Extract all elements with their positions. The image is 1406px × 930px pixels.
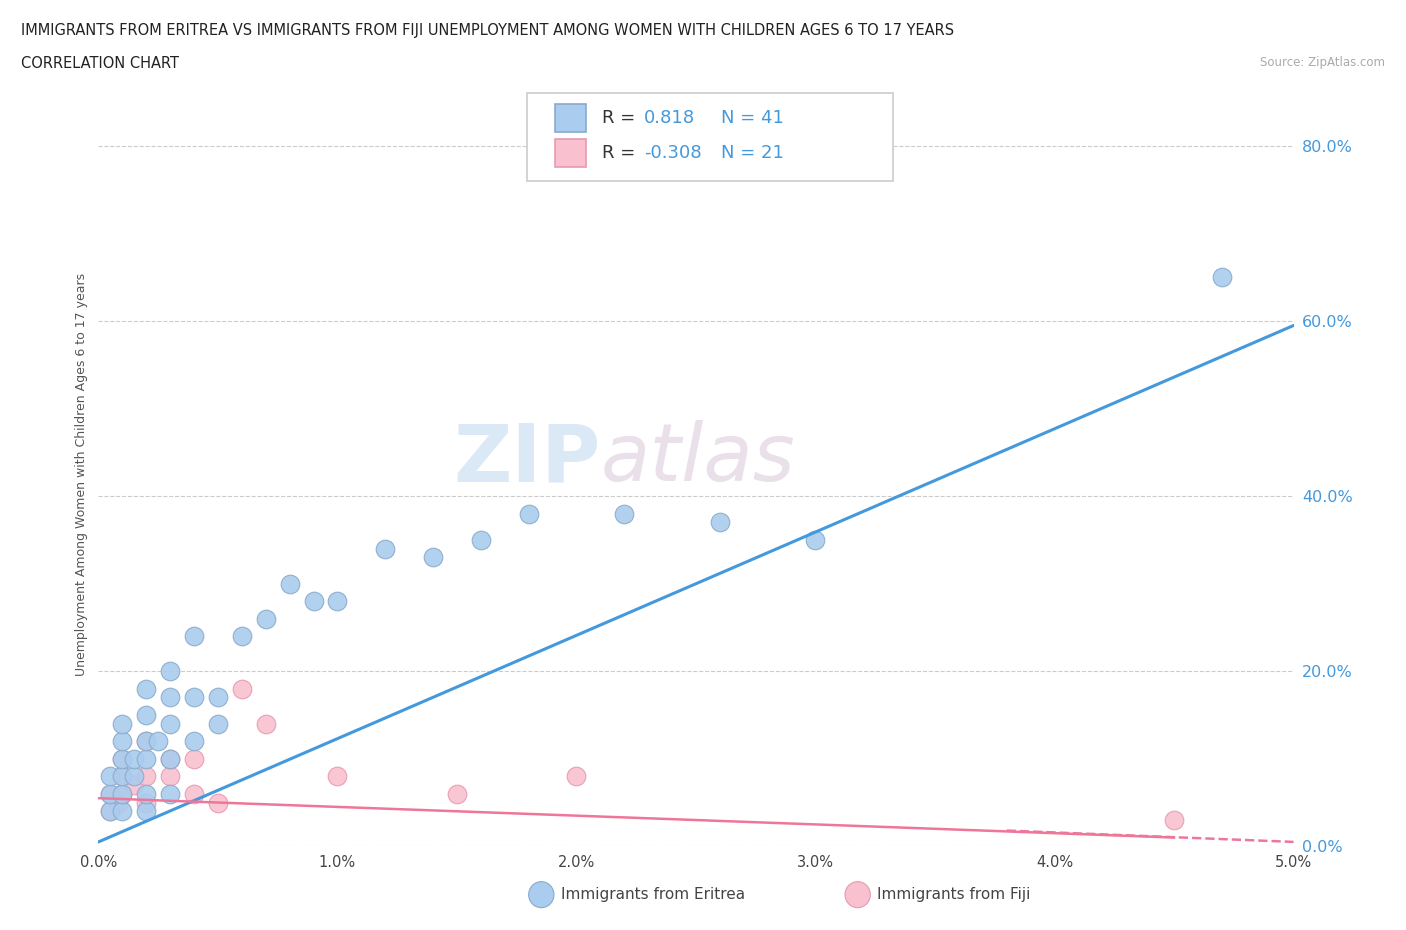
Point xyxy=(159,787,181,802)
Text: N = 21: N = 21 xyxy=(721,144,785,163)
Point xyxy=(1163,813,1185,828)
Point xyxy=(111,769,134,784)
Point xyxy=(135,804,157,818)
Point xyxy=(207,716,229,731)
Point xyxy=(111,734,134,749)
Text: N = 41: N = 41 xyxy=(721,109,785,127)
Point xyxy=(135,734,157,749)
Text: -0.308: -0.308 xyxy=(644,144,702,163)
Point xyxy=(111,751,134,766)
Text: atlas: atlas xyxy=(600,420,796,498)
Text: Source: ZipAtlas.com: Source: ZipAtlas.com xyxy=(1260,56,1385,69)
Point xyxy=(135,734,157,749)
Point xyxy=(470,533,492,548)
Point xyxy=(326,593,349,608)
Point xyxy=(135,769,157,784)
Point xyxy=(278,577,301,591)
Point xyxy=(374,541,396,556)
Text: ZIP: ZIP xyxy=(453,420,600,498)
Text: CORRELATION CHART: CORRELATION CHART xyxy=(21,56,179,71)
Point xyxy=(254,716,277,731)
Point xyxy=(159,751,181,766)
Point xyxy=(107,795,129,810)
Text: Immigrants from Fiji: Immigrants from Fiji xyxy=(877,887,1031,902)
Point xyxy=(565,769,588,784)
Point xyxy=(231,629,253,644)
Point xyxy=(111,769,134,784)
Point xyxy=(100,787,122,802)
Point xyxy=(254,611,277,626)
Point xyxy=(159,716,181,731)
Point xyxy=(302,593,325,608)
Point xyxy=(207,795,229,810)
Point xyxy=(183,751,205,766)
Text: IMMIGRANTS FROM ERITREA VS IMMIGRANTS FROM FIJI UNEMPLOYMENT AMONG WOMEN WITH CH: IMMIGRANTS FROM ERITREA VS IMMIGRANTS FR… xyxy=(21,23,955,38)
Point xyxy=(159,690,181,705)
Point xyxy=(124,777,146,792)
Point xyxy=(111,751,134,766)
Point xyxy=(100,804,122,818)
Point xyxy=(135,682,157,697)
Text: R =: R = xyxy=(602,144,641,163)
Point xyxy=(446,787,468,802)
Point xyxy=(111,787,134,802)
Point xyxy=(159,769,181,784)
Point xyxy=(709,515,731,530)
Point xyxy=(183,690,205,705)
Point xyxy=(422,550,444,565)
Point xyxy=(111,804,134,818)
Text: 0.818: 0.818 xyxy=(644,109,695,127)
Point xyxy=(124,769,146,784)
Point xyxy=(1211,270,1233,285)
Text: R =: R = xyxy=(602,109,641,127)
Point xyxy=(183,787,205,802)
Point xyxy=(326,769,349,784)
Point xyxy=(613,506,636,521)
Point xyxy=(100,769,122,784)
Point xyxy=(207,690,229,705)
Point xyxy=(517,506,540,521)
Y-axis label: Unemployment Among Women with Children Ages 6 to 17 years: Unemployment Among Women with Children A… xyxy=(76,272,89,676)
Point xyxy=(135,751,157,766)
Point xyxy=(183,629,205,644)
Point xyxy=(124,751,146,766)
Point xyxy=(231,682,253,697)
Point xyxy=(159,751,181,766)
Text: Immigrants from Eritrea: Immigrants from Eritrea xyxy=(561,887,745,902)
Point xyxy=(135,787,157,802)
Point xyxy=(183,734,205,749)
Point xyxy=(159,664,181,679)
Point xyxy=(135,708,157,723)
Point xyxy=(111,787,134,802)
Point xyxy=(804,533,827,548)
Point xyxy=(100,787,122,802)
Point xyxy=(111,716,134,731)
Point xyxy=(148,734,170,749)
Point xyxy=(100,804,122,818)
Point xyxy=(135,795,157,810)
